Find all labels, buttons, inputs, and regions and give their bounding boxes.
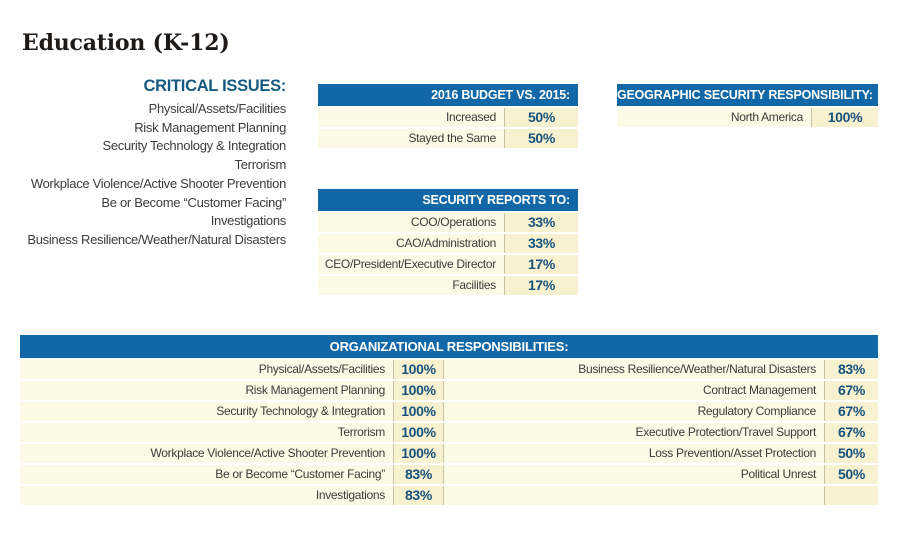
geographic-responsibility-table: GEOGRAPHIC SECURITY RESPONSIBILITY: Nort… [617, 84, 878, 129]
organizational-responsibilities-table: ORGANIZATIONAL RESPONSIBILITIES: Physica… [20, 335, 878, 507]
budget-table: 2016 BUDGET VS. 2015: Increased 50% Stay… [318, 84, 578, 150]
row-label: North America [617, 108, 812, 127]
row-label: Be or Become “Customer Facing” [20, 465, 394, 484]
critical-issues-section: CRITICAL ISSUES: Physical/Assets/Facilit… [0, 77, 286, 250]
row-value: 67% [825, 402, 878, 421]
row-label: Regulatory Compliance [444, 402, 825, 421]
row-label: CAO/Administration [318, 234, 505, 253]
org-table-header: ORGANIZATIONAL RESPONSIBILITIES: [20, 335, 878, 360]
critical-issue-item: Investigations [210, 213, 287, 229]
row-label: Executive Protection/Travel Support [444, 423, 825, 442]
table-row: Be or Become “Customer Facing” 83% Polit… [20, 465, 878, 486]
row-label: CEO/President/Executive Director [318, 255, 505, 274]
table-row: Increased 50% [318, 108, 578, 129]
security-reports-to-table: SECURITY REPORTS TO: COO/Operations 33% … [318, 189, 578, 297]
table-row: Risk Management Planning 100% Contract M… [20, 381, 878, 402]
critical-issue-item: Security Technology & Integration [102, 138, 286, 154]
row-label: Workplace Violence/Active Shooter Preven… [20, 444, 394, 463]
row-value: 83% [394, 486, 444, 505]
row-label: Investigations [20, 486, 394, 505]
row-label: COO/Operations [318, 213, 505, 232]
row-label: Political Unrest [444, 465, 825, 484]
row-value: 50% [505, 129, 578, 148]
row-label: Loss Prevention/Asset Protection [444, 444, 825, 463]
critical-issue-item: Terrorism [234, 157, 287, 173]
row-value: 50% [825, 444, 878, 463]
critical-issue-item: Workplace Violence/Active Shooter Preven… [30, 175, 286, 191]
row-label: Facilities [318, 276, 505, 295]
row-label: Increased [318, 108, 505, 127]
table-row: COO/Operations 33% [318, 213, 578, 234]
row-value: 83% [394, 465, 444, 484]
row-value: 67% [825, 423, 878, 442]
row-label: Business Resilience/Weather/Natural Disa… [444, 360, 825, 379]
row-label: Risk Management Planning [20, 381, 394, 400]
page-title: Education (K-12) [22, 30, 230, 56]
row-value [825, 486, 878, 505]
row-label: Contract Management [444, 381, 825, 400]
critical-issue-item: Business Resilience/Weather/Natural Disa… [27, 231, 286, 247]
row-value: 33% [505, 234, 578, 253]
table-row: CEO/President/Executive Director 17% [318, 255, 578, 276]
table-row: Physical/Assets/Facilities 100% Business… [20, 360, 878, 381]
table-row: Stayed the Same 50% [318, 129, 578, 150]
geographic-table-header: GEOGRAPHIC SECURITY RESPONSIBILITY: [617, 84, 878, 108]
critical-issue-item: Be or Become “Customer Facing” [101, 194, 286, 210]
row-value: 50% [825, 465, 878, 484]
budget-table-header: 2016 BUDGET VS. 2015: [318, 84, 578, 108]
critical-issue-item: Risk Management Planning [134, 119, 286, 135]
table-row: Terrorism 100% Executive Protection/Trav… [20, 423, 878, 444]
row-label: Terrorism [20, 423, 394, 442]
row-value: 100% [394, 444, 444, 463]
row-value: 83% [825, 360, 878, 379]
critical-issue-item: Physical/Assets/Facilities [148, 101, 287, 116]
row-value: 67% [825, 381, 878, 400]
table-row: Investigations 83% [20, 486, 878, 507]
row-value: 17% [505, 255, 578, 274]
row-label [444, 486, 825, 505]
row-label: Physical/Assets/Facilities [20, 360, 394, 379]
table-row: North America 100% [617, 108, 878, 129]
table-row: Facilities 17% [318, 276, 578, 297]
row-value: 100% [812, 108, 878, 127]
row-label: Security Technology & Integration [20, 402, 394, 421]
row-value: 33% [505, 213, 578, 232]
row-value: 100% [394, 381, 444, 400]
row-value: 50% [505, 108, 578, 127]
table-row: CAO/Administration 33% [318, 234, 578, 255]
row-value: 17% [505, 276, 578, 295]
table-row: Workplace Violence/Active Shooter Preven… [20, 444, 878, 465]
row-label: Stayed the Same [318, 129, 505, 148]
reports-table-header: SECURITY REPORTS TO: [318, 189, 578, 213]
critical-issues-heading: CRITICAL ISSUES: [143, 77, 287, 95]
row-value: 100% [394, 423, 444, 442]
table-row: Security Technology & Integration 100% R… [20, 402, 878, 423]
row-value: 100% [394, 360, 444, 379]
row-value: 100% [394, 402, 444, 421]
